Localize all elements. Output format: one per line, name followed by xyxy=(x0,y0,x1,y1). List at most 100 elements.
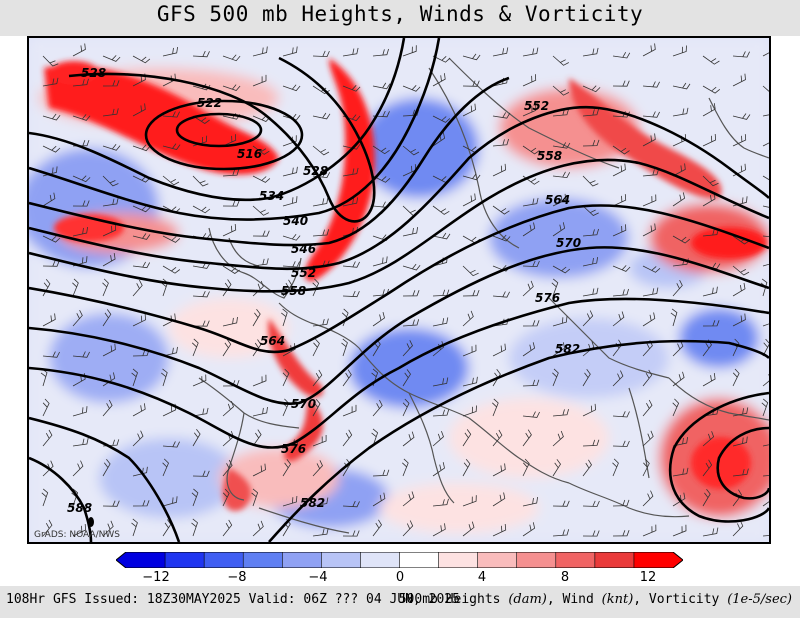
label-546: 546 xyxy=(291,242,316,256)
wind-barb xyxy=(522,280,534,297)
wind-barb xyxy=(222,459,233,477)
wind-barb xyxy=(762,52,769,57)
wind-barb xyxy=(342,261,360,268)
wind-barb xyxy=(132,261,151,269)
wind-barb xyxy=(462,173,481,181)
wind-barb xyxy=(162,143,181,150)
wind-barb xyxy=(372,48,389,57)
wind-barb xyxy=(732,313,746,327)
wind-barb xyxy=(312,278,320,297)
wind-barb xyxy=(552,342,566,357)
wind-barb xyxy=(312,50,330,58)
wind-barb xyxy=(252,175,271,183)
legend-wind: , Wind xyxy=(546,592,602,607)
wind-barb xyxy=(762,501,769,507)
label-564-b: 564 xyxy=(260,334,285,348)
wind-barb xyxy=(72,226,88,237)
wind-barb xyxy=(102,197,119,207)
wind-barb xyxy=(192,428,201,447)
wind-barb xyxy=(612,440,630,447)
wind-barb xyxy=(462,80,480,87)
wind-barb xyxy=(162,346,178,357)
wind-barb xyxy=(162,175,180,186)
wind-barb xyxy=(762,175,769,181)
wind-barb xyxy=(432,55,451,63)
wind-barb xyxy=(42,55,59,67)
contour-labels: 528 522 516 528 534 540 546 552 552 558 … xyxy=(67,66,581,515)
wind-barb xyxy=(522,411,540,418)
legend-heights: 500mb Heights xyxy=(398,592,509,607)
wind-barb xyxy=(252,374,267,387)
wind-barb xyxy=(222,200,240,207)
wind-barb xyxy=(402,369,411,387)
high-center-marker xyxy=(88,517,94,527)
wind-barb xyxy=(492,163,507,177)
wind-barb xyxy=(132,233,151,240)
wind-barb xyxy=(372,399,383,417)
label-588: 588 xyxy=(67,501,92,515)
wind-barb xyxy=(552,500,570,507)
wind-barb xyxy=(372,256,388,267)
contour-582-east xyxy=(668,391,769,523)
wind-barb xyxy=(552,316,568,327)
wind-barb xyxy=(252,46,268,57)
wind-barb xyxy=(462,429,472,447)
wind-barb xyxy=(162,458,169,477)
wind-barb xyxy=(42,77,59,87)
wind-barb xyxy=(492,291,510,298)
wind-barb xyxy=(432,523,446,537)
wind-barb xyxy=(102,372,116,387)
colorbar-cell xyxy=(516,552,557,568)
wind-barb xyxy=(342,85,361,92)
title-bar xyxy=(0,0,800,36)
wind-barb xyxy=(582,47,599,57)
wind-barb xyxy=(702,320,720,327)
wind-barb xyxy=(762,323,769,327)
wind-barb xyxy=(642,430,654,447)
wind-barb xyxy=(342,404,357,417)
contour-576-east xyxy=(716,426,769,500)
wind-barb xyxy=(402,227,418,237)
contour-558 xyxy=(29,158,769,293)
wind-barb xyxy=(432,232,451,240)
wind-barb xyxy=(522,522,536,537)
wind-barb xyxy=(222,169,240,177)
colorbar-cell xyxy=(399,552,440,568)
wind-barb xyxy=(522,222,536,237)
wind-barb xyxy=(102,55,121,62)
wind-barb xyxy=(762,263,769,267)
wind-barb xyxy=(762,142,769,147)
wind-barb xyxy=(162,46,178,57)
wind-barb xyxy=(672,340,684,357)
wind-barb xyxy=(702,459,713,477)
colorbar-label-12: 12 xyxy=(639,570,657,585)
wind-barb xyxy=(672,82,691,90)
wind-barb xyxy=(402,458,409,477)
wind-barb xyxy=(642,312,656,327)
wind-barb xyxy=(252,520,264,537)
wind-barb xyxy=(282,261,300,268)
wind-barb xyxy=(222,84,241,91)
wind-barb xyxy=(222,223,237,237)
label-570: 570 xyxy=(556,236,581,250)
wind-barb xyxy=(72,460,84,477)
wind-barb xyxy=(222,488,230,507)
wind-barb xyxy=(702,133,717,147)
wind-barb xyxy=(492,429,503,447)
wind-barb xyxy=(672,235,691,244)
wind-barb xyxy=(522,320,540,327)
contour-522 xyxy=(144,99,304,171)
wind-barb xyxy=(432,409,450,417)
wind-barb xyxy=(612,530,630,537)
wind-barb xyxy=(552,408,569,417)
wind-barb xyxy=(281,308,288,327)
wind-barb xyxy=(642,265,661,273)
wind-barb xyxy=(702,488,711,507)
wind-barb xyxy=(462,344,477,357)
wind-barb xyxy=(132,279,143,297)
label-558-b: 558 xyxy=(281,284,306,298)
colorbar-label-neg12: −12 xyxy=(142,570,170,585)
wind-barb xyxy=(312,338,320,357)
wind-barb xyxy=(191,338,199,357)
wind-barb xyxy=(732,436,748,447)
